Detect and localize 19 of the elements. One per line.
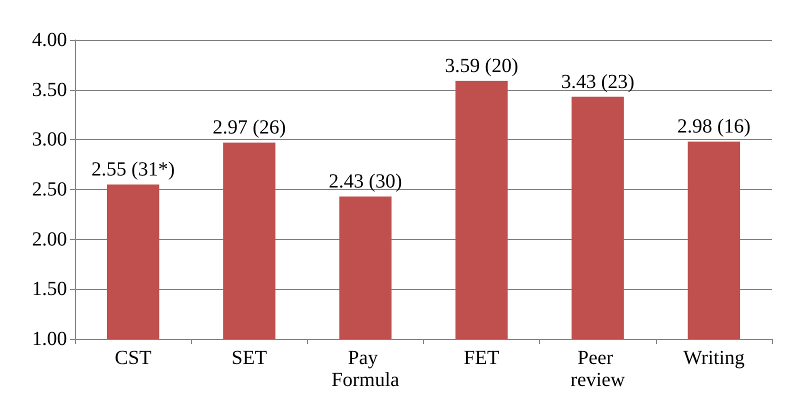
x-tick-label: Pay Formula xyxy=(332,347,400,391)
y-tick-label: 4.00 xyxy=(32,29,67,51)
data-label: 3.43 (23) xyxy=(561,70,634,93)
y-tick-label: 3.50 xyxy=(32,78,67,101)
y-tick-label: 3.00 xyxy=(32,128,67,151)
y-tick-label: 1.00 xyxy=(32,328,67,350)
x-tick-label: SET xyxy=(231,347,268,369)
x-tick-label: CST xyxy=(114,347,152,369)
data-label: 2.43 (30) xyxy=(328,170,402,192)
x-tick-label: Peer review xyxy=(570,347,626,391)
data-label: 2.97 (26) xyxy=(212,116,286,139)
data-label: 2.98 (16) xyxy=(677,116,751,138)
data-label: 2.55 (31*) xyxy=(91,158,175,181)
x-tick-label: Writing xyxy=(683,347,745,369)
y-tick-label: 1.50 xyxy=(32,278,67,300)
data-label: 3.59 (20) xyxy=(444,54,518,77)
x-tick-label: FET xyxy=(464,347,500,369)
y-tick-label: 2.50 xyxy=(32,178,67,200)
y-tick-label: 2.00 xyxy=(32,228,67,250)
